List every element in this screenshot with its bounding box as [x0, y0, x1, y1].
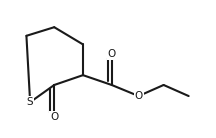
Text: O: O	[135, 91, 143, 101]
Text: O: O	[108, 49, 116, 59]
Text: S: S	[27, 97, 33, 107]
Text: O: O	[50, 112, 58, 122]
